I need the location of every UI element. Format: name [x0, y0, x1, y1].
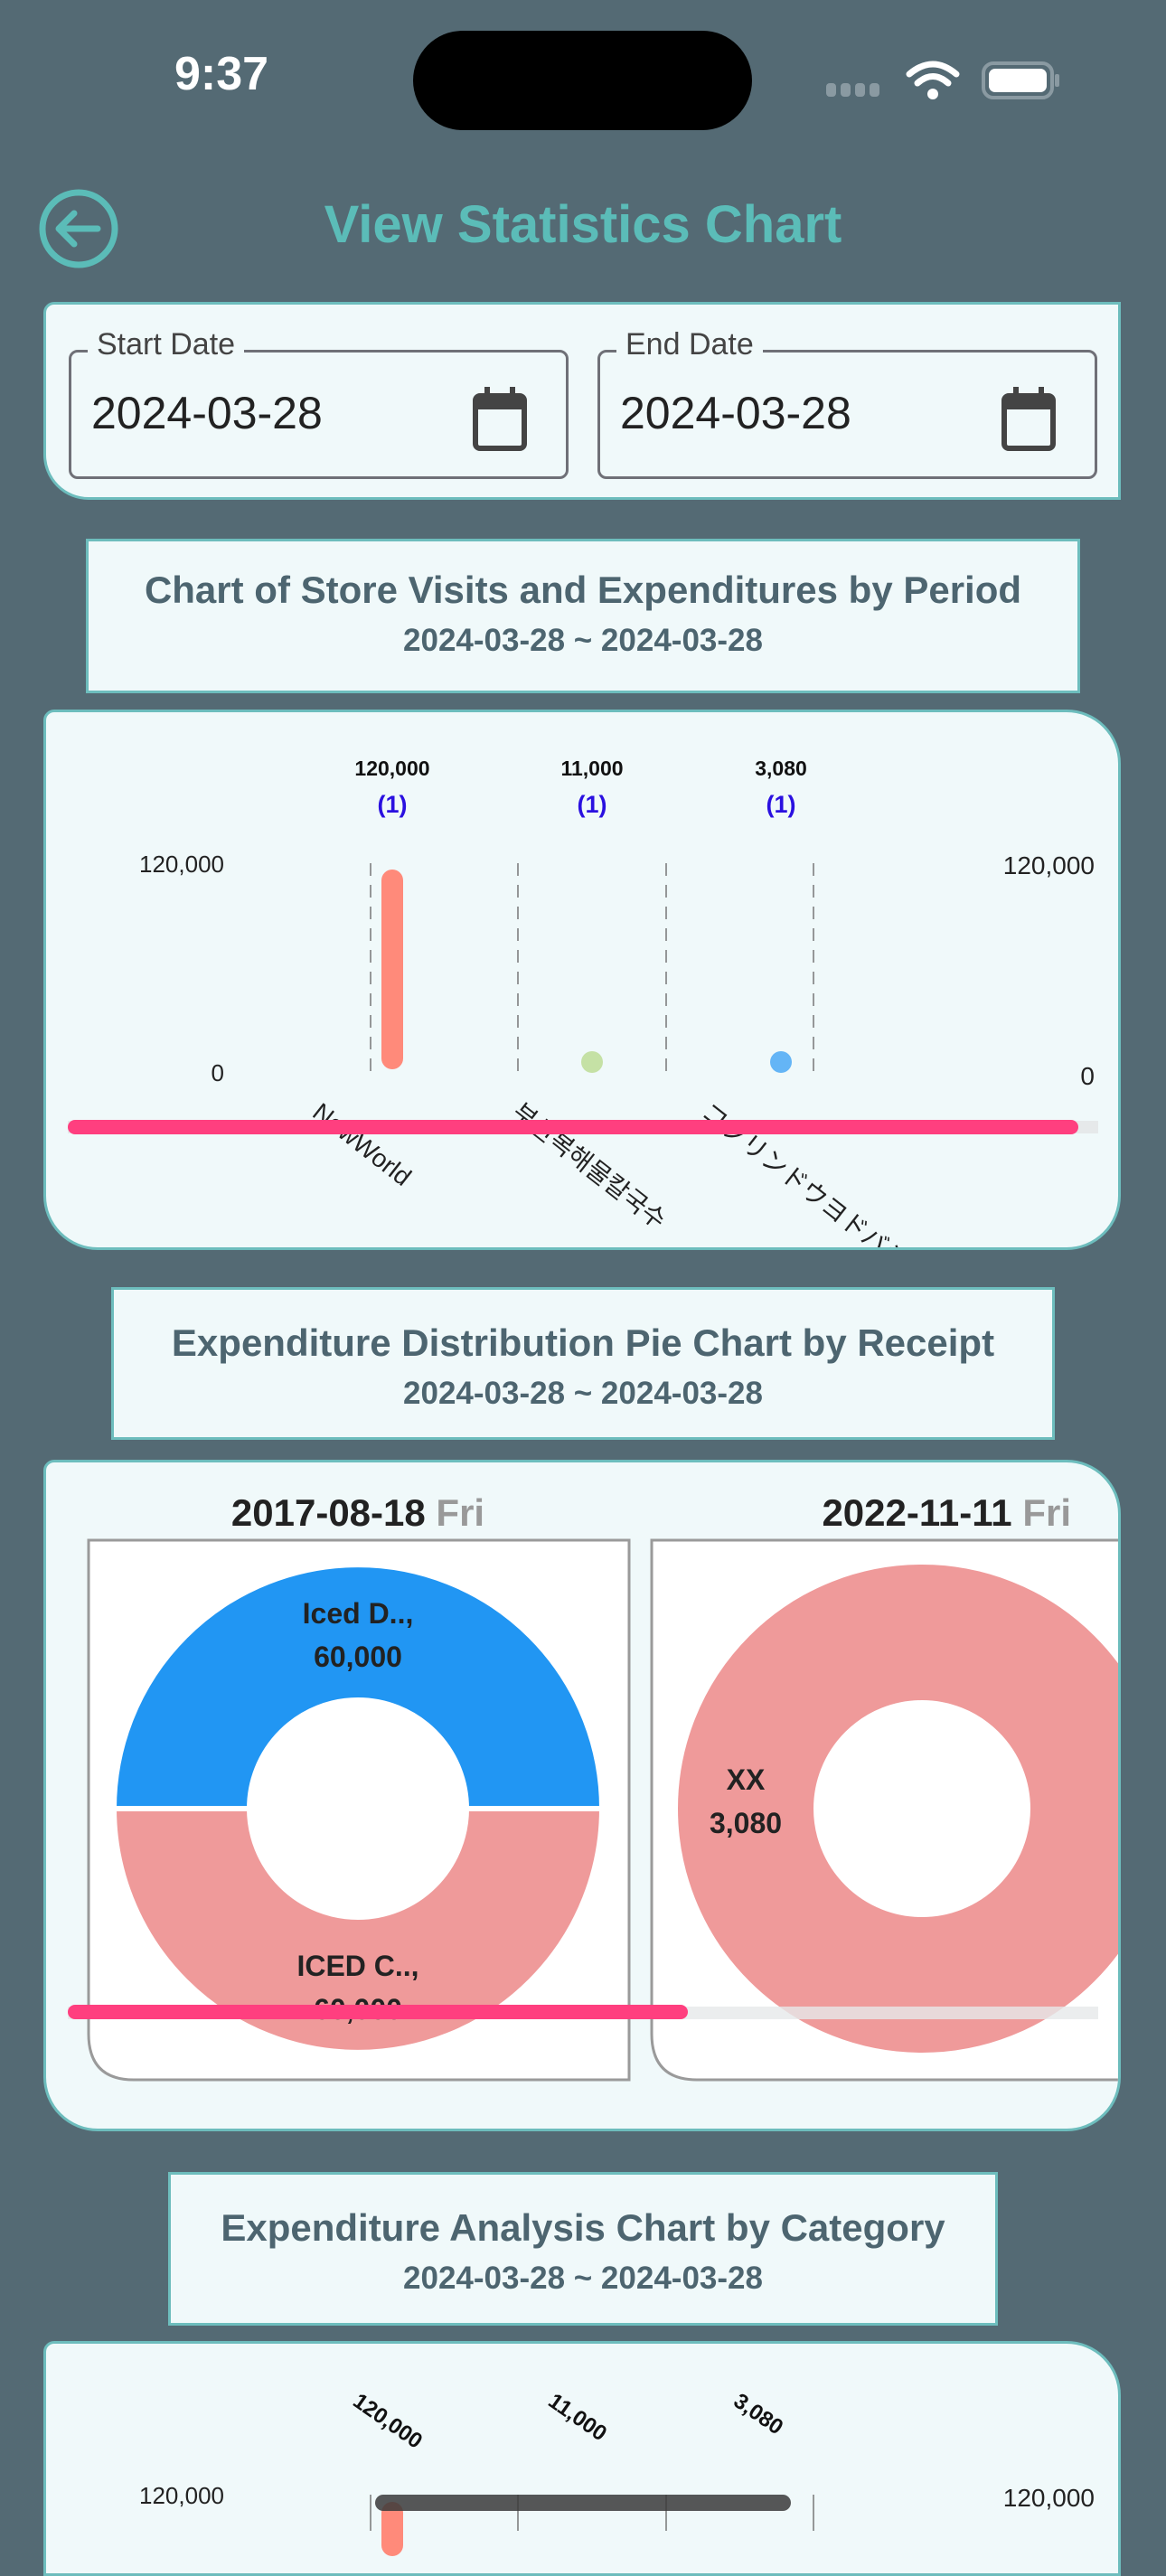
value-label: 11,000	[560, 757, 623, 780]
x-tick-label: 부산복해물칼국수	[507, 1097, 671, 1234]
scroll-indicator[interactable]	[375, 2495, 791, 2511]
category-bar-chart: 120,000 11,000 3,080 120,000 120,000	[139, 2389, 1095, 2556]
value-label: 3,080	[755, 757, 807, 780]
section-title: Expenditure Analysis Chart by Category	[221, 2206, 945, 2249]
y-tick-right: 120,000	[1003, 2484, 1095, 2512]
end-date-label: End Date	[616, 327, 763, 362]
date-filter-card: Start Date 2024-03-28 End Date 2024-03-2…	[43, 302, 1121, 500]
y-tick-left: 120,000	[139, 851, 224, 878]
count-label: (1)	[766, 791, 796, 818]
y-tick-right: 0	[1080, 1062, 1095, 1090]
end-date-value: 2024-03-28	[620, 388, 851, 438]
start-date-label: Start Date	[88, 327, 245, 362]
scrollbar-thumb[interactable]	[68, 2005, 688, 2019]
value-label: 120,000	[354, 757, 429, 780]
slice-label: XX	[727, 1763, 766, 1796]
section-title-box: Expenditure Analysis Chart by Category 2…	[168, 2172, 998, 2326]
wifi-icon	[906, 61, 960, 87]
value-label: 11,000	[544, 2389, 612, 2446]
y-tick-left: 0	[212, 1059, 224, 1086]
section-title-box: Chart of Store Visits and Expenditures b…	[86, 539, 1080, 693]
pie-slice	[678, 1565, 1118, 2053]
value-label: 120,000	[349, 2389, 428, 2454]
back-button[interactable]	[38, 188, 119, 269]
pie-slice	[110, 1562, 606, 1811]
bar-point	[581, 1051, 603, 1073]
section-range: 2024-03-28 ~ 2024-03-28	[403, 623, 763, 658]
date-text: 2017-08-18	[231, 1491, 437, 1534]
section-title-box: Expenditure Distribution Pie Chart by Re…	[111, 1287, 1055, 1440]
slice-value: 3,080	[710, 1807, 782, 1839]
page-title: View Statistics Chart	[324, 195, 842, 254]
weekday-text: Fri	[436, 1491, 484, 1534]
pie-date: 2022-11-11 Fri	[822, 1491, 1071, 1534]
slice-value: 60,000	[314, 1641, 402, 1673]
end-date-field[interactable]: End Date 2024-03-28	[597, 327, 1097, 479]
count-label: (1)	[378, 791, 408, 818]
count-label: (1)	[578, 791, 607, 818]
dynamic-island	[413, 31, 752, 130]
category-chart-card: 120,000 11,000 3,080 120,000 120,000	[43, 2341, 1121, 2576]
y-tick-right: 120,000	[1003, 851, 1095, 879]
start-date-value: 2024-03-28	[91, 388, 323, 438]
signal-icon	[826, 83, 879, 97]
section-title: Expenditure Distribution Pie Chart by Re…	[171, 1321, 995, 1364]
date-text: 2022-11-11	[822, 1491, 1022, 1534]
bar-point	[770, 1051, 792, 1073]
pie-date: 2017-08-18 Fri	[231, 1491, 484, 1534]
scrollbar-thumb[interactable]	[68, 1120, 1078, 1134]
calendar-icon[interactable]	[472, 387, 528, 452]
section-title: Chart of Store Visits and Expenditures b…	[144, 569, 1022, 611]
weekday-text: Fri	[1022, 1491, 1071, 1534]
value-label: 3,080	[729, 2389, 788, 2440]
bar	[381, 870, 403, 1069]
start-date-field[interactable]: Start Date 2024-03-28	[69, 327, 569, 479]
pie-slice	[110, 1806, 606, 2055]
store-bar-chart: 120,000 0 120,000 0 120,000 (1) NewWorld 11,000…	[68, 757, 1098, 1247]
battery-icon	[982, 61, 1059, 99]
x-tick-label: NewWorld	[307, 1097, 416, 1191]
section-range: 2024-03-28 ~ 2024-03-28	[403, 1376, 763, 1411]
slice-label: Iced D..,	[303, 1597, 414, 1630]
slice-label: ICED C..,	[296, 1950, 418, 1982]
store-chart-card: 120,000 0 120,000 0 120,000 (1) NewWorld 11,000…	[43, 710, 1121, 1250]
arrow-left-circle-icon[interactable]	[39, 189, 118, 268]
status-icons	[826, 61, 1059, 99]
section-range: 2024-03-28 ~ 2024-03-28	[403, 2261, 763, 2296]
calendar-icon[interactable]	[1001, 387, 1057, 452]
y-tick-left: 120,000	[139, 2482, 224, 2509]
status-time: 9:37	[174, 48, 269, 100]
